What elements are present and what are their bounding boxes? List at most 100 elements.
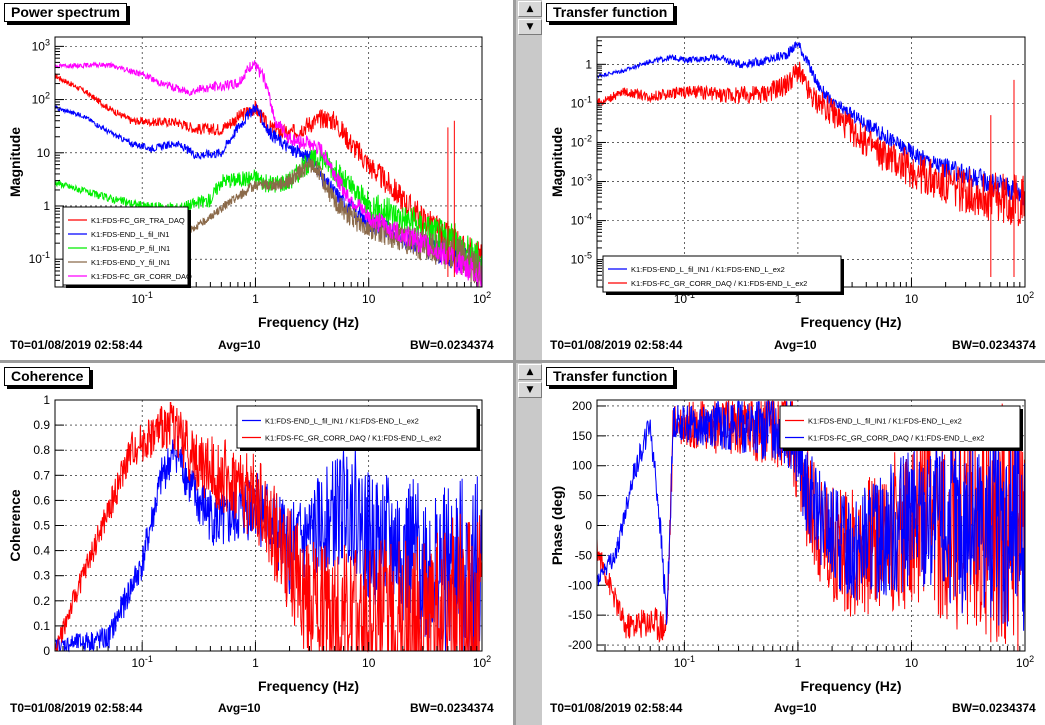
x-tick-label: 102 <box>1016 654 1034 670</box>
series-line <box>596 61 1026 227</box>
y-tick-label: 50 <box>579 489 593 503</box>
legend-label: K1:FDS-FC_GR_CORR_DAQ / K1:FDS-END_L_ex2 <box>808 434 984 443</box>
legend-label: K1:FDS-FC_GR_CORR_DAQ / K1:FDS-END_L_ex2 <box>265 434 441 443</box>
x-tick-label: 102 <box>473 654 491 670</box>
series-line <box>596 400 1026 631</box>
t0-label: T0=01/08/2019 02:58:44 <box>550 338 683 352</box>
series-line <box>54 147 483 281</box>
x-axis-title: Frequency (Hz) <box>800 678 901 694</box>
x-tick-label: 1 <box>795 292 802 306</box>
y-tick-label: 0.8 <box>33 443 50 457</box>
x-tick-label: 10-1 <box>131 654 152 670</box>
x-tick-label: 102 <box>1016 290 1034 306</box>
scroll-up-arrow-icon: ▲ <box>526 4 534 14</box>
y-tick-label: 0.1 <box>33 619 50 633</box>
coherence-chart: 10-1 1 10 102 0 0.1 0.2 0.3 0.4 0.5 0.6 0.7 0.8 0.9 1 F… <box>7 393 491 694</box>
y-tick-label: 102 <box>32 91 50 107</box>
legend-label: K1:FDS-END_L_fil_IN1 / K1:FDS-END_L_ex2 <box>265 417 419 426</box>
x-tick-label: 10 <box>362 292 376 306</box>
x-tick-label: 10-1 <box>131 290 152 306</box>
legend-label: K1:FDS-END_P_fil_IN1 <box>91 244 170 253</box>
legend-label: K1:FDS-END_L_fil_IN1 / K1:FDS-END_L_ex2 <box>631 265 785 274</box>
y-tick-label: 0.2 <box>33 594 50 608</box>
legend-box <box>236 405 478 449</box>
series-line <box>54 60 483 288</box>
y-tick-label: -50 <box>575 548 593 562</box>
y-tick-label: 100 <box>572 459 592 473</box>
legend-label: K1:FDS-END_Y_fil_IN1 <box>91 258 170 267</box>
panel-title: Power spectrum <box>4 3 127 22</box>
panel-title: Transfer function <box>546 3 675 22</box>
y-tick-label: 0 <box>585 519 592 533</box>
scroll-down-button[interactable]: ▼ <box>518 19 542 35</box>
scroll-down-button[interactable]: ▼ <box>518 382 542 398</box>
y-tick-label: -100 <box>568 578 592 592</box>
scroll-up-button[interactable]: ▲ <box>518 364 542 380</box>
bw-label: BW=0.0234374 <box>410 338 494 352</box>
y-tick-label: 150 <box>572 429 592 443</box>
y-tick-label: 0.7 <box>33 468 50 482</box>
legend-box <box>779 405 1021 449</box>
y-tick-label: 10-3 <box>571 173 592 189</box>
panel-transfer-phase: 10-1 1 10 102 -200 -150 -100 -50 0 50 100 150 200 Fre… <box>542 363 1045 725</box>
x-tick-label: 1 <box>252 656 259 670</box>
y-tick-label: 0.9 <box>33 418 50 432</box>
avg-label: Avg=10 <box>774 701 817 715</box>
panel-footer: T0=01/08/2019 02:58:44 Avg=10 BW=0.02343… <box>0 338 513 354</box>
y-tick-label: -200 <box>568 638 592 652</box>
legend-label: K1:FDS-END_L_fil_IN1 <box>91 230 169 239</box>
panel-footer: T0=01/08/2019 02:58:44 Avg=10 BW=0.02343… <box>542 338 1045 354</box>
x-axis-title: Frequency (Hz) <box>800 314 901 330</box>
avg-label: Avg=10 <box>774 338 817 352</box>
y-tick-label: 1 <box>43 199 50 213</box>
panel-transfer-magnitude: 10-111010210-510-410-310-210-11Frequency… <box>542 0 1045 360</box>
y-axis-title: Phase (deg) <box>549 486 565 565</box>
y-tick-label: 10-4 <box>571 212 592 228</box>
y-tick-label: 0 <box>43 644 50 658</box>
bw-label: BW=0.0234374 <box>952 701 1036 715</box>
y-tick-label: 1 <box>585 57 592 71</box>
scroll-up-arrow-icon: ▲ <box>526 367 534 377</box>
y-axis-title: Coherence <box>7 489 23 562</box>
y-axis-title: Magnitude <box>549 127 565 197</box>
y-tick-label: 0.6 <box>33 493 50 507</box>
y-tick-label: 0.5 <box>33 519 50 533</box>
legend-box <box>602 255 842 293</box>
avg-label: Avg=10 <box>218 701 261 715</box>
x-tick-label: 10 <box>905 656 919 670</box>
panel-footer: T0=01/08/2019 02:58:44 Avg=10 BW=0.02343… <box>0 701 513 717</box>
panel-coherence: 10-1 1 10 102 0 0.1 0.2 0.3 0.4 0.5 0.6 0.7 0.8 0.9 1 F… <box>0 363 513 725</box>
scroll-down-arrow-icon: ▼ <box>526 385 534 395</box>
t0-label: T0=01/08/2019 02:58:44 <box>10 701 143 715</box>
y-tick-label: 10-5 <box>571 251 592 267</box>
y-tick-label: 10-1 <box>571 94 592 110</box>
x-tick-label: 10 <box>905 292 919 306</box>
panel-power-spectrum: 10-1 1 10 102 10-1 1 10 102 103 Frequency (Hz) Mag… <box>0 0 513 360</box>
y-axis-title: Magnitude <box>7 127 23 197</box>
transfer-magnitude-chart: 10-111010210-510-410-310-210-11Frequency… <box>549 36 1034 330</box>
power-spectrum-chart: 10-1 1 10 102 10-1 1 10 102 103 Frequency (Hz) Mag… <box>7 36 491 330</box>
t0-label: T0=01/08/2019 02:58:44 <box>10 338 143 352</box>
x-tick-label: 10 <box>362 656 376 670</box>
legend-label: K1:FDS-FC_GR_CORR_DAQ / K1:FDS-END_L_ex2 <box>631 279 807 288</box>
x-tick-label: 10-1 <box>674 654 695 670</box>
y-tick-label: 0.3 <box>33 569 50 583</box>
panel-title: Coherence <box>4 367 91 386</box>
y-tick-label: 0.4 <box>33 544 50 558</box>
series-line <box>596 41 1026 206</box>
avg-label: Avg=10 <box>218 338 261 352</box>
scroll-down-arrow-icon: ▼ <box>526 22 534 32</box>
horizontal-divider <box>0 360 1045 363</box>
x-tick-label: 1 <box>795 656 802 670</box>
y-tick-label: 1 <box>43 393 50 407</box>
x-axis-title: Frequency (Hz) <box>258 314 359 330</box>
legend-label: K1:FDS-FC_GR_TRA_DAQ <box>91 216 185 225</box>
transfer-phase-chart: 10-1 1 10 102 -200 -150 -100 -50 0 50 100 150 200 Fre… <box>549 399 1034 694</box>
y-tick-label: 103 <box>32 37 50 53</box>
x-tick-label: 1 <box>252 292 259 306</box>
scroll-up-button[interactable]: ▲ <box>518 1 542 17</box>
panel-footer: T0=01/08/2019 02:58:44 Avg=10 BW=0.02343… <box>542 701 1045 717</box>
y-tick-label: 10 <box>37 146 51 160</box>
y-tick-label: 200 <box>572 399 592 413</box>
y-tick-label: -150 <box>568 608 592 622</box>
